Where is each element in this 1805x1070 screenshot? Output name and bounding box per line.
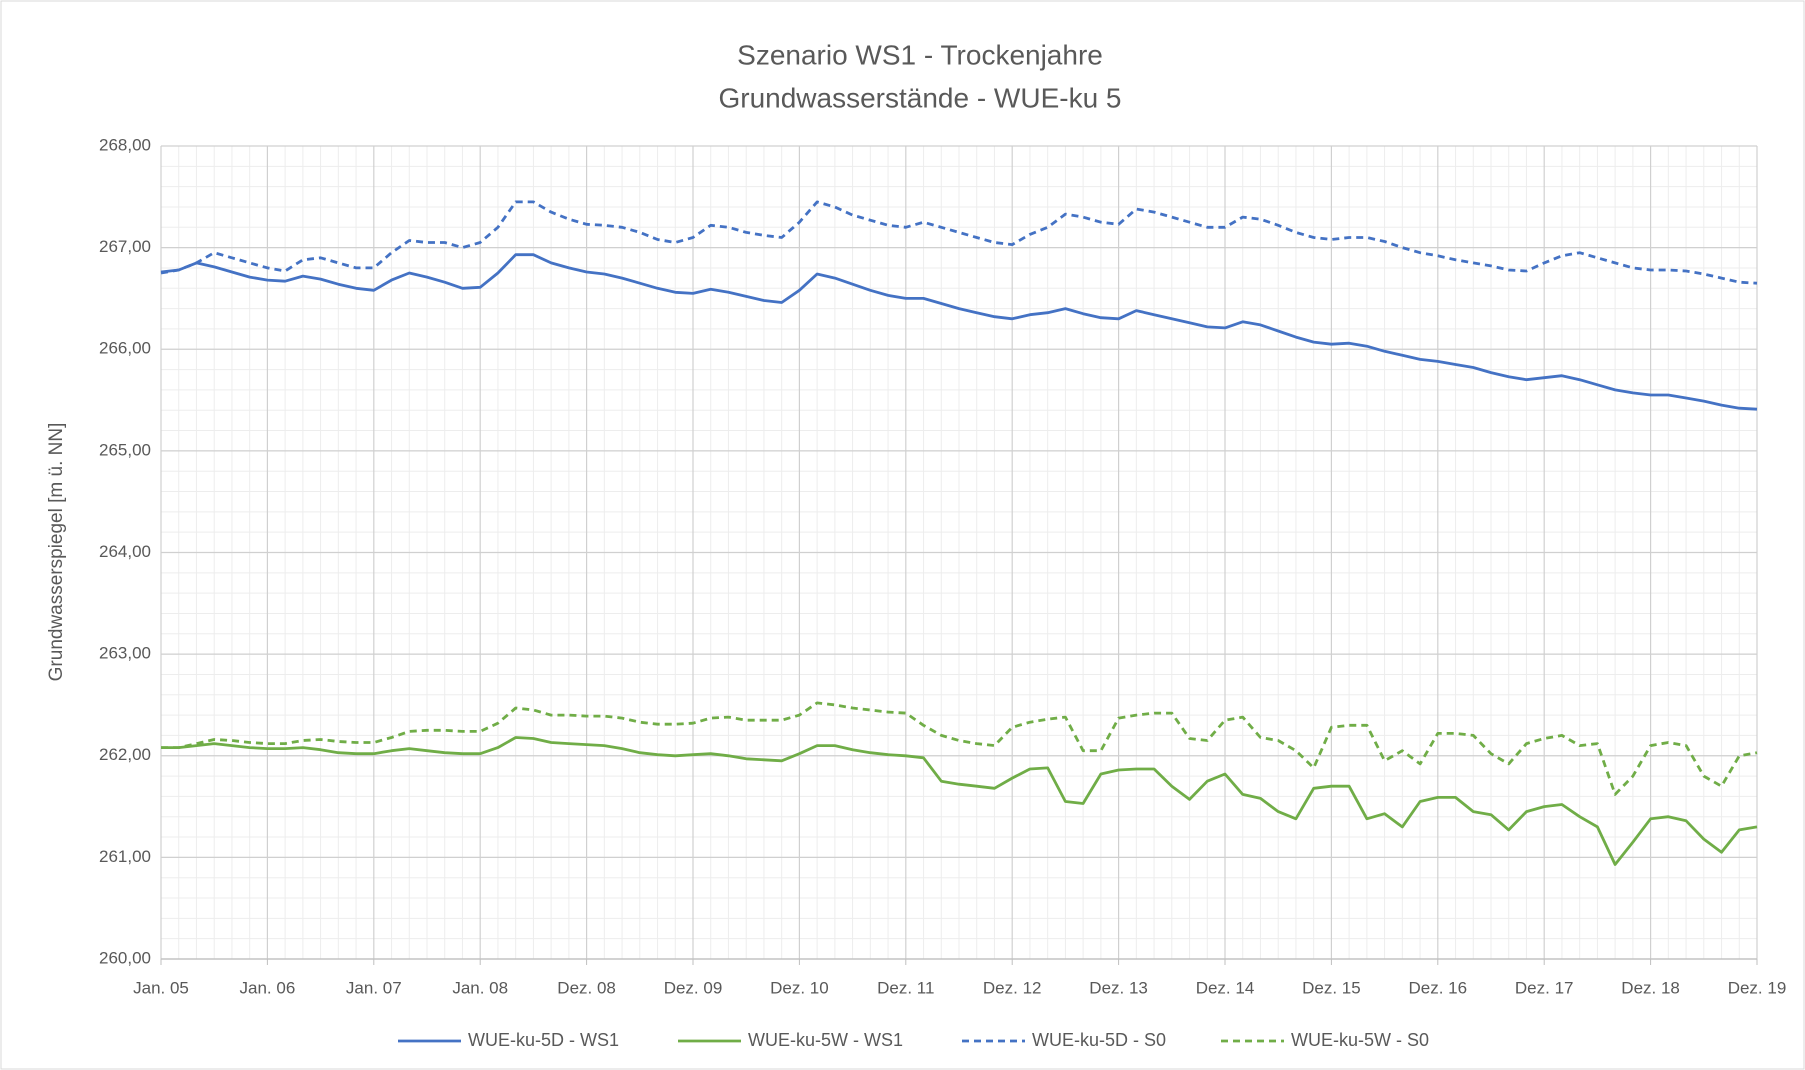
series-line <box>161 736 1758 866</box>
x-tick-label: Dez. 13 <box>1089 978 1148 997</box>
y-tick-label: 265,00 <box>99 440 151 459</box>
chart-title: Szenario WS1 - Trockenjahre <box>737 39 1103 70</box>
legend-label: WUE-ku-5D - S0 <box>1032 1030 1166 1050</box>
x-tick-label: Dez. 11 <box>877 978 934 997</box>
legend-label: WUE-ku-5W - S0 <box>1291 1030 1429 1050</box>
x-tick-label: Dez. 16 <box>1409 978 1468 997</box>
x-tick-label: Dez. 12 <box>983 978 1042 997</box>
y-tick-label: 266,00 <box>99 339 151 358</box>
series-line <box>160 200 1758 285</box>
x-tick-label: Dez. 10 <box>770 978 829 997</box>
x-tick-label: Dez. 19 <box>1728 978 1787 997</box>
legend-label: WUE-ku-5D - WS1 <box>468 1030 619 1050</box>
legend-label: WUE-ku-5W - WS1 <box>748 1030 903 1050</box>
x-tick-label: Dez. 17 <box>1515 978 1574 997</box>
legend-item: WUE-ku-5W - WS1 <box>678 1030 903 1050</box>
y-tick-label: 267,00 <box>99 237 151 256</box>
y-tick-label: 264,00 <box>99 542 151 561</box>
chart-subtitle: Grundwasserstände - WUE-ku 5 <box>718 82 1121 113</box>
x-tick-label: Jan. 08 <box>452 978 508 997</box>
x-tick-label: Dez. 15 <box>1302 978 1361 997</box>
x-tick-label: Dez. 08 <box>557 978 616 997</box>
legend-item: WUE-ku-5W - S0 <box>1221 1030 1429 1050</box>
x-tick-label: Jan. 05 <box>133 978 189 997</box>
legend-item: WUE-ku-5D - S0 <box>962 1030 1166 1050</box>
y-tick-label: 260,00 <box>99 948 151 967</box>
y-tick-label: 263,00 <box>99 644 151 663</box>
x-tick-label: Jan. 06 <box>240 978 296 997</box>
series-line <box>161 701 1758 796</box>
y-tick-label: 262,00 <box>99 745 151 764</box>
x-tick-label: Dez. 09 <box>664 978 723 997</box>
legend-item: WUE-ku-5D - WS1 <box>398 1030 619 1050</box>
x-tick-label: Dez. 14 <box>1196 978 1255 997</box>
y-tick-label: 268,00 <box>99 135 151 154</box>
y-tick-label: 261,00 <box>99 847 151 866</box>
x-tick-label: Dez. 18 <box>1621 978 1680 997</box>
series-line <box>160 253 1758 411</box>
y-axis-title: Grundwasserspiegel [m ü. NN] <box>46 423 67 682</box>
x-tick-label: Jan. 07 <box>346 978 402 997</box>
